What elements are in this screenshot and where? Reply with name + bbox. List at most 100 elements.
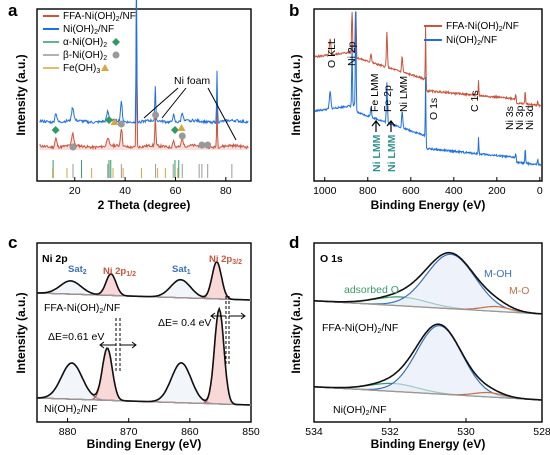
panel-d-letter: d xyxy=(289,233,299,252)
a-feoh3-triangle-icon-0 xyxy=(110,118,119,125)
c-arrowhead-icon-2 xyxy=(131,341,137,349)
panel-b-letter: b xyxy=(289,1,299,20)
b-tick-label-400: 400 xyxy=(445,185,463,197)
d-tick-label-530: 530 xyxy=(457,426,475,438)
panel-a-x-ticks: 20 40 60 80 xyxy=(69,177,232,197)
c-arrowhead-icon-1 xyxy=(99,341,105,349)
a-beta-circle-icon-2 xyxy=(152,111,160,119)
legend-b-label-ffa: FFA-Ni(OH)2/NF xyxy=(446,21,519,33)
a-alpha-diamond-icon-2 xyxy=(170,126,179,134)
a-feoh3-triangle-icon-1 xyxy=(177,124,186,131)
panel-b-legend: FFA-Ni(OH)2/NF Ni(OH)2/NF xyxy=(424,21,519,47)
panel-a-xrd: a 20 40 60 80 2 Theta (degree) Intensity (a… xyxy=(8,0,252,212)
c-label-ni2p12: Ni 2p1/2 xyxy=(103,266,136,278)
a-tick-label-40: 40 xyxy=(119,185,131,197)
b-tick-label-200: 200 xyxy=(488,185,506,197)
panel-b-peak-labels: O KLL Ni 2p Fe LMM Fe 2p Ni LMM O 1s C 1… xyxy=(326,38,536,172)
b-label-fe-lmm: Fe LMM xyxy=(369,73,381,112)
panel-b-plot-area xyxy=(314,11,542,167)
b-label-ni3s: Ni 3s xyxy=(504,106,516,130)
panel-a-y-label: Intensity (a.u.) xyxy=(14,54,28,135)
c-sample-label-nioh: Ni(OH)2/NF xyxy=(44,403,98,416)
d-sample-label-nioh: Ni(OH)2/NF xyxy=(333,404,387,417)
c-delta-e-061: ΔE=0.61 eV xyxy=(48,331,104,343)
panel-c-ni2p: c 880 870 860 850 Binding Energy (eV) Inten… xyxy=(8,233,260,451)
panel-b-y-label: Intensity (a.u.) xyxy=(289,54,303,135)
b-label-c1s: C 1s xyxy=(469,90,481,112)
c-label-sat2: Sat2 xyxy=(68,264,87,276)
panel-a-reference-lines xyxy=(52,160,233,178)
panel-c-frame xyxy=(36,242,252,423)
legend-b-label-niohnf: Ni(OH)2/NF xyxy=(446,35,497,47)
panel-a-ni-foam-label: Ni foam xyxy=(174,75,210,87)
a-beta-circle-icon-1 xyxy=(117,120,125,128)
a-beta-circle-icon-5 xyxy=(204,141,212,149)
d-label-m-o: M-O xyxy=(509,285,529,297)
c-tick-label-880: 880 xyxy=(59,426,77,438)
d-tick-label-528: 528 xyxy=(533,426,550,438)
d-0-baseline xyxy=(313,300,543,315)
a-alpha-diamond-icon-0 xyxy=(51,126,60,134)
b-tick-label-800: 800 xyxy=(359,185,377,197)
c-sample-label-ffa: FFA-Ni(OH)2/NF xyxy=(44,302,120,315)
legend-a-beta-circle-icon xyxy=(112,51,120,59)
panel-c-y-label: Intensity (a.u.) xyxy=(14,292,28,373)
panel-a-plot-area xyxy=(39,0,249,151)
b-tick-label-0: 0 xyxy=(537,185,543,197)
a-beta-circle-icon-0 xyxy=(69,143,77,151)
panel-d-x-label: Binding Energy (eV) xyxy=(371,437,486,451)
panel-a-x-label: 2 Theta (degree) xyxy=(98,198,191,212)
panel-b-frame xyxy=(313,8,543,182)
c-arrowhead-icon-3 xyxy=(210,312,216,320)
panel-b-xps-survey: b 1000 800 600 400 200 0 Binding Energy (eV) … xyxy=(289,1,543,212)
panel-c-title: Ni 2p xyxy=(42,253,68,265)
panel-a-letter: a xyxy=(8,1,18,20)
b-series-ffa xyxy=(314,11,542,109)
panel-b-x-label: Binding Energy (eV) xyxy=(371,198,486,212)
legend-a-alpha-diamond-icon xyxy=(112,38,120,46)
b-label-ni3p: Ni 3p xyxy=(514,105,526,130)
legend-a-feoh3-triangle-icon xyxy=(101,64,109,71)
b-label-ni-lmm: Ni LMM xyxy=(398,76,410,112)
d-sample-label-ffa: FFA-Ni(OH)2/NF xyxy=(322,322,398,335)
ni-foam-arrow-1 xyxy=(143,87,179,119)
b-label-ni-lmm-teal-2: Ni LMM xyxy=(386,134,398,172)
d-tick-label-534: 534 xyxy=(305,426,323,438)
panel-c-plot-area xyxy=(36,260,252,406)
c-tick-label-860: 860 xyxy=(181,426,199,438)
c-1-comp-fill-2 xyxy=(37,362,251,405)
b-tick-label-1000: 1000 xyxy=(313,185,337,197)
d-1-baseline xyxy=(313,386,543,401)
a-tick-label-80: 80 xyxy=(220,185,232,197)
panel-b-x-ticks: 1000 800 600 400 200 0 xyxy=(313,177,543,197)
b-label-fe2p: Fe 2p xyxy=(382,85,394,112)
d-1-comp-fill-1 xyxy=(314,325,542,400)
c-1-comp-fill-0 xyxy=(37,363,251,405)
b-label-ni2p: Ni 2p xyxy=(346,41,358,66)
a-tick-label-60: 60 xyxy=(170,185,182,197)
legend-a-label-beta: β-Ni(OH)2 xyxy=(63,50,107,62)
b-label-ni-lmm-teal-1: Ni LMM xyxy=(371,134,383,172)
c-1-envelope xyxy=(36,306,250,406)
c-tick-label-870: 870 xyxy=(120,426,138,438)
panel-d-frame xyxy=(313,242,543,423)
legend-a-label-niohnf: Ni(OH)2/NF xyxy=(63,24,114,36)
legend-a-label-feoh3: Fe(OH)3 xyxy=(63,63,100,75)
c-delta-e-04: ΔE= 0.4 eV xyxy=(158,317,211,329)
b-label-o1s: O 1s xyxy=(428,98,440,120)
panel-c-x-ticks: 880 870 860 850 xyxy=(59,418,260,438)
panel-a-ni-foam-arrows xyxy=(143,87,237,141)
c-0-comp-fill-0 xyxy=(37,280,251,300)
panel-c-peak-labels: Sat2 Ni 2p1/2 Sat1 Ni 2p3/2 xyxy=(68,254,242,278)
b-label-o-kll: O KLL xyxy=(326,38,338,68)
legend-a-label-ffa: FFA-Ni(OH)2/NF xyxy=(63,11,136,23)
b-up-arrow-icon-2 xyxy=(386,120,396,132)
d-0-comp-fill-1 xyxy=(314,254,542,314)
panel-d-y-label: Intensity (a.u.) xyxy=(289,292,303,373)
panel-d-plot-area xyxy=(313,251,543,401)
panel-d-x-ticks: 534 532 530 528 xyxy=(305,418,550,438)
panel-a-frame xyxy=(36,8,252,182)
c-label-sat1: Sat1 xyxy=(172,264,191,276)
panel-d-title: O 1s xyxy=(320,253,343,265)
